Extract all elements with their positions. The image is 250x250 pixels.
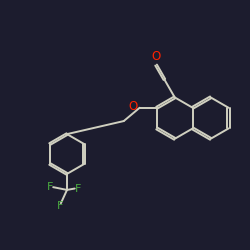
Text: O: O [128,100,138,113]
Text: F: F [75,184,81,194]
Text: F: F [57,201,64,211]
Text: O: O [152,50,161,63]
Text: F: F [47,182,53,192]
